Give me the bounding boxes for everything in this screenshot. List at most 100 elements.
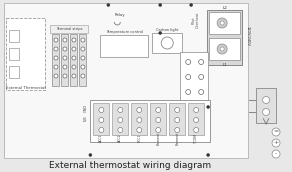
Circle shape <box>54 56 58 60</box>
Bar <box>207 10 242 65</box>
Circle shape <box>194 108 199 112</box>
Text: +: + <box>273 141 279 146</box>
Circle shape <box>220 21 224 25</box>
Circle shape <box>54 74 58 78</box>
Circle shape <box>63 65 67 69</box>
Text: Element: Element <box>175 131 179 145</box>
Circle shape <box>190 3 193 7</box>
Circle shape <box>107 3 110 7</box>
Circle shape <box>137 117 142 122</box>
Text: Element: Element <box>156 131 160 145</box>
Circle shape <box>118 108 123 112</box>
Circle shape <box>156 108 161 112</box>
Circle shape <box>156 127 161 132</box>
Circle shape <box>72 38 76 42</box>
Text: RCC1: RCC1 <box>137 134 141 142</box>
Text: ACC2: ACC2 <box>118 134 122 142</box>
Text: 120V/240V: 120V/240V <box>246 26 250 46</box>
Text: L2: L2 <box>223 6 227 10</box>
Bar <box>6 18 46 90</box>
Circle shape <box>72 47 76 51</box>
Circle shape <box>175 108 180 112</box>
Circle shape <box>272 150 280 158</box>
Bar <box>100 35 148 57</box>
Circle shape <box>272 139 280 147</box>
Bar <box>131 103 147 135</box>
Circle shape <box>263 109 270 116</box>
Circle shape <box>207 105 210 109</box>
Text: -: - <box>275 152 277 157</box>
Circle shape <box>199 74 204 79</box>
Bar <box>79 34 86 86</box>
Text: Temperature control: Temperature control <box>106 30 143 34</box>
Text: Relay: Relay <box>115 13 126 17</box>
Bar <box>150 103 166 135</box>
Text: =: = <box>273 130 279 135</box>
Text: N/C: N/C <box>84 115 87 121</box>
Bar <box>91 100 210 142</box>
Text: External Thermostat: External Thermostat <box>6 86 46 90</box>
Bar <box>112 103 128 135</box>
Circle shape <box>118 117 123 122</box>
Circle shape <box>272 128 280 136</box>
Circle shape <box>186 89 191 94</box>
Circle shape <box>186 60 191 64</box>
Bar <box>93 103 109 135</box>
Circle shape <box>194 127 199 132</box>
Bar <box>51 25 88 33</box>
Bar <box>169 103 185 135</box>
Bar <box>53 34 60 86</box>
Circle shape <box>159 31 162 35</box>
Circle shape <box>63 38 67 42</box>
Circle shape <box>159 3 162 7</box>
Circle shape <box>54 65 58 69</box>
Circle shape <box>156 117 161 122</box>
Circle shape <box>63 47 67 51</box>
Text: GND: GND <box>84 104 87 112</box>
Circle shape <box>175 117 180 122</box>
Bar <box>180 52 208 107</box>
Circle shape <box>81 65 85 69</box>
Text: L1: L1 <box>223 63 227 67</box>
Text: External thermostat wiring diagram: External thermostat wiring diagram <box>49 160 211 169</box>
Text: Carbon light: Carbon light <box>156 28 178 32</box>
Circle shape <box>72 56 76 60</box>
Bar <box>61 34 68 86</box>
Circle shape <box>81 47 85 51</box>
Circle shape <box>54 38 58 42</box>
Circle shape <box>199 89 204 94</box>
Circle shape <box>54 47 58 51</box>
Text: ACC1: ACC1 <box>99 134 103 142</box>
Circle shape <box>217 44 227 54</box>
Circle shape <box>99 127 104 132</box>
Circle shape <box>118 127 123 132</box>
Bar <box>256 88 276 123</box>
Bar <box>70 34 77 86</box>
Circle shape <box>72 65 76 69</box>
Bar <box>209 12 240 34</box>
Circle shape <box>63 56 67 60</box>
Circle shape <box>81 38 85 42</box>
Circle shape <box>89 153 92 157</box>
Bar <box>152 33 182 53</box>
Bar <box>8 30 18 42</box>
Text: Terminal strips: Terminal strips <box>56 27 83 31</box>
Circle shape <box>63 74 67 78</box>
Circle shape <box>199 60 204 64</box>
Circle shape <box>99 108 104 112</box>
Text: Pilot: Pilot <box>191 16 195 24</box>
Bar <box>8 66 18 78</box>
Circle shape <box>161 37 173 49</box>
Circle shape <box>175 127 180 132</box>
Circle shape <box>263 96 270 104</box>
Circle shape <box>217 18 227 28</box>
Circle shape <box>137 108 142 112</box>
Bar <box>209 38 240 60</box>
Bar <box>8 48 18 60</box>
Circle shape <box>81 74 85 78</box>
Text: T.COM: T.COM <box>194 133 198 143</box>
Circle shape <box>99 117 104 122</box>
Text: Overheat: Overheat <box>196 12 200 28</box>
Bar <box>188 103 204 135</box>
Circle shape <box>81 56 85 60</box>
